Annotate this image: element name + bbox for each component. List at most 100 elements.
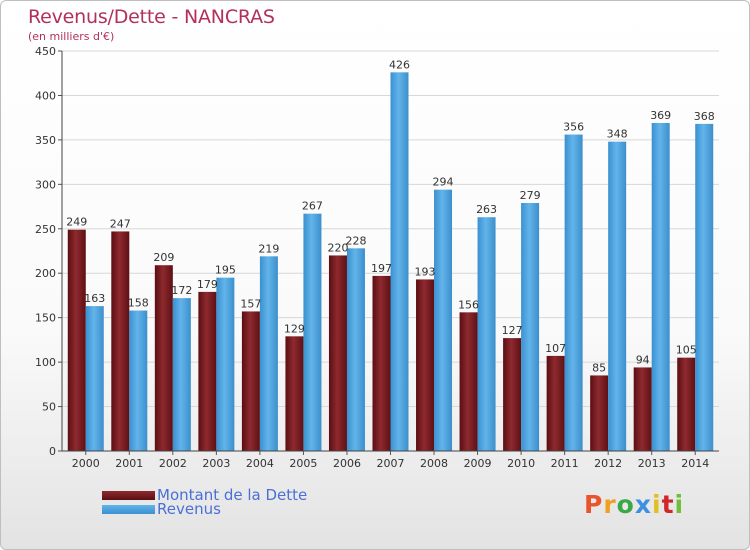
proxiti-logo: Proxiti <box>584 490 684 519</box>
bar-revenue <box>172 298 191 451</box>
bar-debt <box>67 229 86 451</box>
bar-revenue <box>390 72 409 451</box>
x-tick-label: 2012 <box>594 457 622 470</box>
logo-letter: t <box>661 490 675 519</box>
data-label-revenue: 279 <box>520 189 541 202</box>
legend-swatch-debt <box>102 490 155 500</box>
y-tick-label: 0 <box>49 445 56 458</box>
legend-label-revenue: Revenus <box>157 500 221 518</box>
bar-revenue <box>303 213 322 451</box>
x-tick-label: 2006 <box>333 457 361 470</box>
bar-revenue <box>259 256 278 451</box>
data-label-revenue: 294 <box>433 176 454 189</box>
bar-debt <box>241 311 260 451</box>
bar-debt <box>416 279 435 451</box>
y-tick-label: 450 <box>35 45 56 58</box>
y-tick-label: 150 <box>35 312 56 325</box>
bar-debt <box>154 265 173 451</box>
x-tick-label: 2009 <box>464 457 492 470</box>
bar-debt <box>372 275 391 451</box>
bar-debt <box>459 312 478 451</box>
data-label-revenue: 267 <box>302 200 323 213</box>
data-label-debt: 247 <box>110 217 131 230</box>
logo-letter: r <box>603 490 617 519</box>
data-label-revenue: 356 <box>563 121 584 134</box>
bar-debt <box>328 255 347 451</box>
data-label-debt: 209 <box>153 251 174 264</box>
logo-letter: i <box>652 490 662 519</box>
data-label-revenue: 195 <box>215 264 236 277</box>
data-label-debt: 249 <box>66 216 87 229</box>
data-label-debt: 197 <box>371 262 392 275</box>
legend-item-debt: Montant de la Dette <box>102 486 308 504</box>
bar-revenue <box>85 306 104 451</box>
data-label-revenue: 158 <box>128 297 149 310</box>
data-label-revenue: 368 <box>694 110 715 123</box>
logo-letter: i <box>674 490 685 519</box>
y-tick-label: 400 <box>35 89 56 102</box>
legend-swatch-revenue <box>102 504 155 514</box>
data-label-debt: 156 <box>458 298 479 311</box>
bar-revenue <box>129 310 148 451</box>
x-tick-label: 2005 <box>289 457 317 470</box>
x-tick-label: 2000 <box>72 457 100 470</box>
y-tick-label: 350 <box>35 134 56 147</box>
logo-letter: x <box>634 490 652 519</box>
x-tick-label: 2010 <box>507 457 535 470</box>
bar-debt <box>677 357 696 451</box>
x-tick-label: 2004 <box>246 457 274 470</box>
x-tick-label: 2002 <box>159 457 187 470</box>
data-label-debt: 129 <box>284 322 305 335</box>
x-tick-label: 2011 <box>551 457 579 470</box>
bar-revenue <box>346 248 365 451</box>
bar-revenue <box>651 123 670 451</box>
x-tick-label: 2007 <box>377 457 405 470</box>
data-label-revenue: 263 <box>476 203 497 216</box>
data-label-revenue: 228 <box>345 234 366 247</box>
bar-revenue <box>564 134 583 452</box>
x-tick-label: 2008 <box>420 457 448 470</box>
x-tick-label: 2001 <box>115 457 143 470</box>
legend-label-debt: Montant de la Dette <box>157 486 308 504</box>
bar-revenue <box>695 123 714 451</box>
bar-debt <box>546 355 565 451</box>
data-label-debt: 193 <box>415 265 436 278</box>
data-label-debt: 179 <box>197 278 218 291</box>
chart-title: Revenus/Dette - NANCRAS <box>28 6 275 28</box>
data-label-debt: 85 <box>592 361 606 374</box>
data-label-debt: 94 <box>636 353 650 366</box>
bar-revenue <box>216 277 235 451</box>
data-label-debt: 127 <box>502 324 523 337</box>
x-tick-label: 2003 <box>202 457 230 470</box>
bar-revenue <box>608 141 627 451</box>
data-label-revenue: 426 <box>389 58 410 71</box>
bar-revenue <box>434 189 453 451</box>
y-tick-label: 100 <box>35 356 56 369</box>
data-label-revenue: 219 <box>258 242 279 255</box>
bar-debt <box>590 375 609 451</box>
data-label-debt: 107 <box>545 342 566 355</box>
data-label-debt: 220 <box>327 241 348 254</box>
data-label-revenue: 172 <box>171 284 192 297</box>
data-label-revenue: 369 <box>650 109 671 122</box>
data-label-debt: 157 <box>240 297 261 310</box>
data-label-revenue: 163 <box>84 292 105 305</box>
bar-revenue <box>521 203 540 451</box>
bar-debt <box>503 338 522 451</box>
logo-letter: o <box>616 490 635 519</box>
bar-debt <box>633 367 652 451</box>
x-tick-label: 2014 <box>681 457 709 470</box>
bar-debt <box>111 231 130 451</box>
y-tick-label: 300 <box>35 178 56 191</box>
y-tick-label: 200 <box>35 267 56 280</box>
bar-debt <box>198 291 217 451</box>
y-tick-label: 50 <box>42 401 56 414</box>
data-label-revenue: 348 <box>607 128 628 141</box>
legend-item-revenue: Revenus <box>102 500 221 518</box>
bar-debt <box>285 336 304 451</box>
data-label-debt: 105 <box>676 344 697 357</box>
y-tick-label: 250 <box>35 223 56 236</box>
bar-revenue <box>477 217 496 451</box>
